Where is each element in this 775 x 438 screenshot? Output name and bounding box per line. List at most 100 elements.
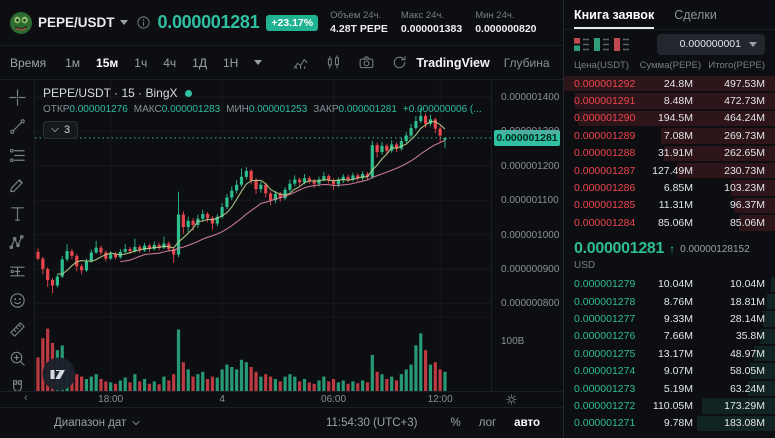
ask-row[interactable]: 0.000001286 6.85M 103.23M — [564, 179, 775, 196]
ask-price: 0.000001287 — [574, 164, 636, 177]
ask-total: 497.53M — [724, 77, 765, 90]
bid-row[interactable]: 0.000001275 13.17M 48.97M — [564, 345, 775, 362]
view-asks-only-icon[interactable] — [614, 37, 629, 51]
ask-amount: 127.49M — [652, 164, 693, 177]
orderbook-column-headers: Цена(USDT) Сумма(PEPE) Итого(PEPE) — [564, 56, 775, 75]
candlestick-chart[interactable]: PEPE/USDT · 15 · BingX ОТКР0.000001276 МА… — [35, 80, 491, 391]
interval-4ч[interactable]: 4ч — [156, 53, 183, 73]
auto-scale-button[interactable]: авто — [514, 417, 540, 429]
ask-row[interactable]: 0.000001291 8.48M 472.73M — [564, 92, 775, 109]
interval-1Н[interactable]: 1Н — [216, 53, 245, 73]
ask-row[interactable]: 0.000001290 194.5M 464.24M — [564, 110, 775, 127]
screenshot-camera-icon[interactable] — [350, 54, 383, 71]
bid-row[interactable]: 0.000001277 9.33M 28.14M — [564, 310, 775, 327]
indicators-icon[interactable] — [284, 54, 317, 71]
depth-bar — [738, 215, 775, 231]
bid-total: 48.97M — [729, 347, 765, 360]
ask-price: 0.000001290 — [574, 112, 636, 125]
bid-row[interactable]: 0.000001272 110.05M 173.29M — [564, 397, 775, 414]
price-axis-label: 0.000001200 — [501, 160, 560, 172]
date-range-button[interactable]: Диапазон дат — [54, 417, 140, 429]
depth-bar — [754, 346, 775, 362]
price-axis[interactable]: 100B 0.000001281 0.000001400 0.000001300 0… — [491, 80, 563, 391]
collapse-drawing-toolbar-icon[interactable]: ‹ — [24, 392, 28, 404]
bid-row[interactable]: 0.000001274 9.07M 58.05M — [564, 362, 775, 379]
chart-bottom-bar: Диапазон дат 11:54:30 (UTC+3) % лог авто — [0, 407, 563, 438]
view-bids-only-icon[interactable] — [594, 37, 609, 51]
depth-bar — [578, 110, 775, 127]
legend-title[interactable]: PEPE/USDT · 15 · BingX — [43, 86, 178, 100]
last-price: 0.000001281 — [157, 12, 260, 32]
depth-bar — [750, 363, 775, 379]
ask-row[interactable]: 0.000001288 31.91M 262.65M — [564, 145, 775, 162]
ask-row[interactable]: 0.000001292 24.8M 497.53M — [564, 75, 775, 92]
emoji-tool-icon[interactable] — [7, 291, 27, 310]
info-icon[interactable] — [136, 15, 151, 30]
bid-row[interactable]: 0.000001273 5.19M 63.24M — [564, 380, 775, 397]
pair-selector-caret-icon[interactable] — [119, 20, 128, 25]
interval-15м[interactable]: 15м — [89, 53, 125, 73]
tradingview-label[interactable]: TradingView — [416, 55, 490, 70]
interval-1Д[interactable]: 1Д — [185, 53, 214, 73]
interval-1ч[interactable]: 1ч — [127, 53, 154, 73]
orderbook-last-price[interactable]: 0.000001281 — [574, 240, 665, 258]
view-both-sides-icon[interactable] — [574, 37, 589, 51]
xabcd-pattern-tool-icon[interactable] — [7, 233, 27, 252]
bid-amount: 9.78M — [663, 417, 693, 430]
chart-canvas[interactable] — [35, 80, 491, 391]
ask-row[interactable]: 0.000001287 127.49M 230.73M — [564, 162, 775, 179]
tab-trades[interactable]: Сделки — [674, 8, 717, 22]
bid-total: 58.05M — [729, 365, 765, 378]
depth-bar — [759, 328, 775, 345]
ask-row[interactable]: 0.000001285 11.31M 96.37M — [564, 197, 775, 214]
reset-chart-icon[interactable] — [383, 54, 416, 71]
trendline-tool-icon[interactable] — [7, 117, 27, 136]
orderbook-tabs: Книга заявок Сделки — [564, 0, 775, 30]
candle-style-icon[interactable] — [317, 54, 350, 71]
indicators-collapse-button[interactable]: 3 — [43, 121, 79, 139]
tradingview-watermark-icon[interactable] — [42, 357, 76, 391]
price-axis-label: 0.000001100 — [501, 195, 559, 207]
interval-1м[interactable]: 1м — [58, 53, 87, 73]
time-axis-settings-gear-icon[interactable] — [505, 393, 518, 409]
orderbook-controls: 0.000000001 — [564, 30, 775, 56]
bid-row[interactable]: 0.000001279 10.04M 10.04M — [564, 276, 775, 293]
ruler-tool-icon[interactable] — [7, 320, 27, 339]
text-tool-icon[interactable] — [7, 204, 27, 223]
crosshair-icon[interactable] — [7, 88, 27, 107]
depth-tab[interactable]: Глубина — [503, 55, 550, 70]
zoom-in-tool-icon[interactable] — [7, 349, 27, 368]
bid-amount: 10.04M — [657, 278, 693, 291]
time-axis[interactable]: ‹ 18:00 4 06:00 12:00 — [0, 391, 563, 407]
price-axis-label: 0.000000800 — [501, 298, 560, 310]
ask-price: 0.000001284 — [574, 216, 636, 229]
chart-legend: PEPE/USDT · 15 · BingX ОТКР0.000001276 МА… — [43, 86, 482, 139]
bid-amount: 110.05M — [652, 399, 693, 412]
pair-name[interactable]: PEPE/USDT — [38, 15, 115, 30]
ohlc-label: МАКС — [133, 104, 162, 115]
depth-bar — [574, 93, 775, 109]
symbol-header: PEPE/USDT 0.000001281 +23.17% Объем 24ч.… — [0, 0, 563, 46]
price-axis-label: 0.000001400 — [501, 92, 560, 103]
brush-tool-icon[interactable] — [7, 175, 27, 194]
bid-row[interactable]: 0.000001276 7.66M 35.8M — [564, 328, 775, 345]
tab-orderbook[interactable]: Книга заявок — [574, 8, 655, 29]
position-tool-icon[interactable] — [7, 262, 27, 281]
clock[interactable]: 11:54:30 (UTC+3) — [325, 417, 418, 429]
interval-more-caret-icon[interactable] — [245, 60, 270, 65]
ask-row[interactable]: 0.000001284 85.06M 85.06M — [564, 214, 775, 231]
ask-row[interactable]: 0.000001289 7.08M 269.73M — [564, 127, 775, 144]
time-axis-label: 06:00 — [321, 394, 347, 405]
log-scale-button[interactable]: лог — [478, 417, 497, 429]
orderbook-column-header: Цена(USDT) — [574, 60, 630, 71]
bid-total: 173.29M — [724, 399, 765, 412]
percent-scale-button[interactable]: % — [450, 417, 461, 429]
bid-row[interactable]: 0.000001271 9.78M 183.08M — [564, 415, 775, 432]
bid-row[interactable]: 0.000001278 8.76M 18.81M — [564, 293, 775, 310]
time-axis-label: 18:00 — [98, 394, 124, 405]
ask-total: 85.06M — [729, 216, 765, 229]
precision-dropdown[interactable]: 0.000000001 — [657, 33, 765, 55]
fib-lines-tool-icon[interactable] — [7, 146, 27, 165]
depth-bar — [731, 180, 775, 196]
ohlc-value: 0.000001283 — [161, 104, 221, 115]
